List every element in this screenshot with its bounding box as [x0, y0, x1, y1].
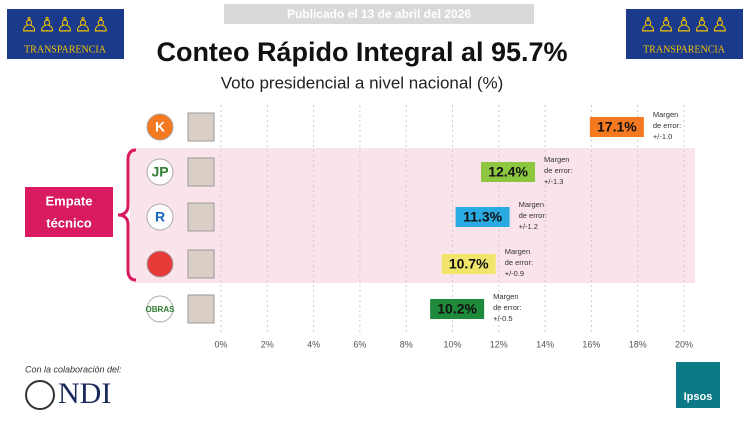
collab: Con la colaboración del:	[25, 364, 122, 374]
banner-box	[224, 4, 534, 24]
x-tick-label: 10%	[443, 339, 461, 349]
error-label: Margen	[653, 110, 678, 119]
party-logo	[146, 158, 174, 186]
tie-bracket	[117, 148, 137, 282]
chart-title: Conteo Rápido Integral al 95.7%	[156, 37, 567, 67]
x-tick-label: 20%	[675, 339, 693, 349]
globe	[25, 380, 55, 410]
x-tick-label: 12%	[490, 339, 508, 349]
chart-subtitle: Voto presidencial a nivel nacional (%)	[221, 73, 504, 92]
brand: TRANSPARENCIA	[643, 44, 726, 55]
logo-icon: ♙♙♙♙♙	[20, 14, 110, 36]
bar	[430, 299, 485, 319]
value-label: 12.4%	[488, 164, 528, 180]
value-label: 10.7%	[449, 256, 489, 272]
x-tick-label: 8%	[400, 339, 413, 349]
party-logo	[146, 250, 174, 278]
error-label: Margen	[519, 200, 544, 209]
x-tick-label: 14%	[536, 339, 554, 349]
x-tick-label: 16%	[582, 339, 600, 349]
logo-left	[7, 9, 124, 59]
party-label: JP	[151, 164, 168, 180]
pollster: Ipsos	[684, 391, 713, 403]
error-label: de error:	[505, 258, 533, 267]
party-logo	[146, 295, 174, 323]
plot: 0% 2% 4% 6% 8% 10% 12% 14% 16% 18% 20% K 17.1% Margen…	[146, 105, 693, 349]
x-tick-label: 0%	[214, 339, 227, 349]
tie-band	[130, 148, 695, 283]
error-label: Margen	[493, 292, 518, 301]
party-logo	[146, 113, 174, 141]
bar	[589, 117, 644, 137]
error-label: +/-1.2	[519, 222, 538, 231]
error-label: de error:	[519, 211, 547, 220]
error-label: de error:	[544, 166, 572, 175]
value-label: 17.1%	[597, 119, 637, 135]
logo-right	[626, 9, 743, 59]
partner: NDI	[58, 377, 111, 410]
tie-label: técnico	[46, 215, 92, 230]
party-label: OBRAS	[146, 305, 176, 314]
candidate-photo	[187, 202, 215, 232]
party-label: R	[155, 209, 165, 225]
error-label: +/-0.5	[493, 314, 512, 323]
tie-box	[25, 187, 113, 237]
error-label: de error:	[653, 121, 681, 130]
bar	[441, 254, 496, 274]
candidate-photo	[187, 249, 215, 279]
error-label: Margen	[544, 155, 569, 164]
tie-label: Empate	[46, 193, 93, 208]
error-label: de error:	[493, 303, 521, 312]
x-tick-label: 6%	[353, 339, 366, 349]
logo-icon: ♙♙♙♙♙	[639, 14, 729, 36]
ipsos-logo	[676, 362, 720, 408]
bar	[455, 207, 510, 227]
x-tick-label: 18%	[629, 339, 647, 349]
error-label: +/-1.3	[544, 177, 563, 186]
value-label: 10.2%	[437, 301, 477, 317]
party-logo	[146, 203, 174, 231]
error-label: +/-1.0	[653, 132, 672, 141]
x-tick-label: 2%	[261, 339, 274, 349]
bar	[481, 162, 536, 182]
banner: Publicado el 13 de abril del 2026	[287, 7, 471, 21]
value-label: 11.3%	[463, 209, 502, 225]
candidate-photo	[187, 112, 215, 142]
brand: TRANSPARENCIA	[24, 44, 107, 55]
x-tick-label: 4%	[307, 339, 320, 349]
candidate-photo	[187, 157, 215, 187]
candidate-photo	[187, 294, 215, 324]
error-label: +/-0.9	[505, 269, 524, 278]
error-label: Margen	[505, 247, 530, 256]
party-label: K	[155, 119, 165, 135]
